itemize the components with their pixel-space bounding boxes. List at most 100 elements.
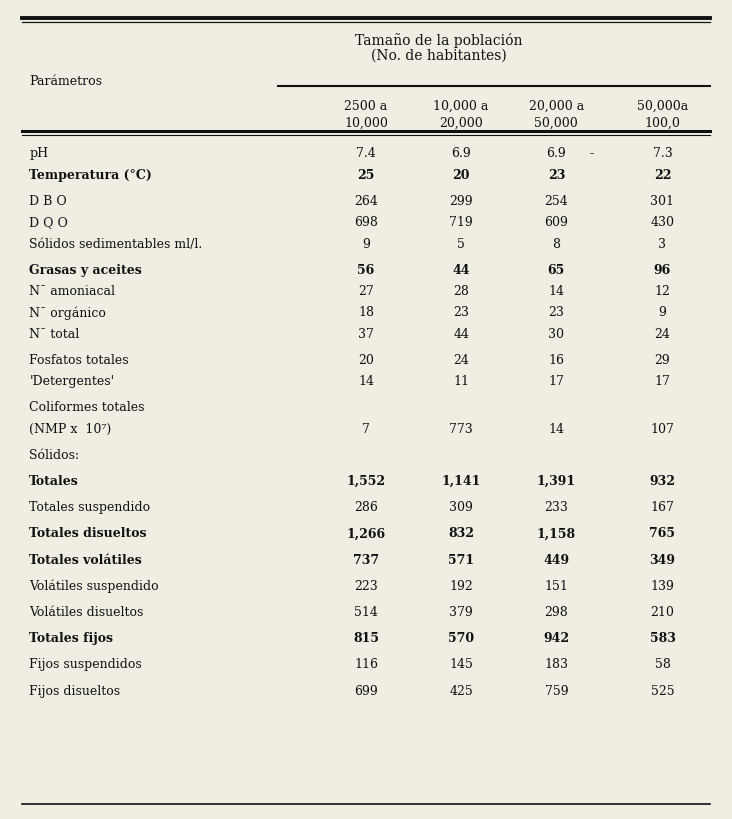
Text: 20,000 a: 20,000 a: [529, 100, 584, 113]
Text: 22: 22: [654, 169, 671, 182]
Text: Volátiles disueltos: Volátiles disueltos: [29, 606, 143, 619]
Text: 151: 151: [545, 580, 568, 593]
Text: Volátiles suspendido: Volátiles suspendido: [29, 580, 159, 593]
Text: 24: 24: [453, 354, 469, 367]
Text: 1,158: 1,158: [537, 527, 576, 541]
Text: 50,000a: 50,000a: [637, 100, 688, 113]
Text: 815: 815: [353, 632, 379, 645]
Text: 570: 570: [448, 632, 474, 645]
Text: 23: 23: [453, 306, 469, 319]
Text: Totales fijos: Totales fijos: [29, 632, 113, 645]
Text: 223: 223: [354, 580, 378, 593]
Text: Grasas y aceites: Grasas y aceites: [29, 264, 142, 277]
Text: 58: 58: [654, 658, 671, 672]
Text: D Q O: D Q O: [29, 216, 68, 229]
Text: 349: 349: [649, 554, 676, 567]
Text: 233: 233: [545, 501, 568, 514]
Text: 11: 11: [453, 375, 469, 388]
Text: 298: 298: [545, 606, 568, 619]
Text: 50,000: 50,000: [534, 116, 578, 129]
Text: 10,000 a: 10,000 a: [433, 100, 489, 113]
Text: 'Detergentes': 'Detergentes': [29, 375, 114, 388]
Text: D B O: D B O: [29, 195, 67, 208]
Text: 6.9: 6.9: [452, 147, 471, 161]
Text: 139: 139: [651, 580, 674, 593]
Text: pH: pH: [29, 147, 48, 161]
Text: 17: 17: [654, 375, 671, 388]
Text: 7.3: 7.3: [653, 147, 672, 161]
Text: 44: 44: [452, 264, 470, 277]
Text: 44: 44: [453, 328, 469, 341]
Text: 609: 609: [545, 216, 568, 229]
Text: 449: 449: [543, 554, 569, 567]
Text: 1,552: 1,552: [346, 475, 386, 488]
Text: 932: 932: [649, 475, 676, 488]
Text: 17: 17: [548, 375, 564, 388]
Text: Fijos disueltos: Fijos disueltos: [29, 685, 120, 698]
Text: 759: 759: [545, 685, 568, 698]
Text: 56: 56: [357, 264, 375, 277]
Text: Temperatura (°C): Temperatura (°C): [29, 169, 152, 182]
Text: 6.9: 6.9: [547, 147, 566, 161]
Text: 765: 765: [649, 527, 676, 541]
Text: 430: 430: [651, 216, 674, 229]
Text: 14: 14: [548, 423, 564, 436]
Text: 7: 7: [362, 423, 370, 436]
Text: 210: 210: [651, 606, 674, 619]
Text: 37: 37: [358, 328, 374, 341]
Text: 737: 737: [353, 554, 379, 567]
Text: 7.4: 7.4: [356, 147, 376, 161]
Text: 100,0: 100,0: [644, 116, 681, 129]
Text: (No. de habitantes): (No. de habitantes): [371, 49, 507, 63]
Text: Totales disueltos: Totales disueltos: [29, 527, 147, 541]
Text: 299: 299: [449, 195, 473, 208]
Text: 1,266: 1,266: [346, 527, 386, 541]
Text: 25: 25: [357, 169, 375, 182]
Text: 24: 24: [654, 328, 671, 341]
Text: 167: 167: [651, 501, 674, 514]
Text: 30: 30: [548, 328, 564, 341]
Text: 425: 425: [449, 685, 473, 698]
Text: 698: 698: [354, 216, 378, 229]
Text: -: -: [589, 147, 594, 161]
Text: 254: 254: [545, 195, 568, 208]
Text: 192: 192: [449, 580, 473, 593]
Text: Fijos suspendidos: Fijos suspendidos: [29, 658, 142, 672]
Text: 65: 65: [548, 264, 565, 277]
Text: 20: 20: [452, 169, 470, 182]
Text: Totales volátiles: Totales volátiles: [29, 554, 142, 567]
Text: N¯ total: N¯ total: [29, 328, 80, 341]
Text: 28: 28: [453, 285, 469, 298]
Text: 8: 8: [553, 238, 560, 251]
Text: 264: 264: [354, 195, 378, 208]
Text: 514: 514: [354, 606, 378, 619]
Text: 301: 301: [651, 195, 674, 208]
Text: 23: 23: [548, 169, 565, 182]
Text: (NMP x  10⁷): (NMP x 10⁷): [29, 423, 111, 436]
Text: 942: 942: [543, 632, 569, 645]
Text: Coliformes totales: Coliformes totales: [29, 401, 145, 414]
Text: 14: 14: [358, 375, 374, 388]
Text: 571: 571: [448, 554, 474, 567]
Text: 14: 14: [548, 285, 564, 298]
Text: 832: 832: [448, 527, 474, 541]
Text: 309: 309: [449, 501, 473, 514]
Text: 9: 9: [659, 306, 666, 319]
Text: 29: 29: [654, 354, 671, 367]
Text: 583: 583: [649, 632, 676, 645]
Text: 20: 20: [358, 354, 374, 367]
Text: 96: 96: [654, 264, 671, 277]
Text: 379: 379: [449, 606, 473, 619]
Text: Tamaño de la población: Tamaño de la población: [356, 33, 523, 48]
Text: 18: 18: [358, 306, 374, 319]
Text: Fosfatos totales: Fosfatos totales: [29, 354, 129, 367]
Text: 699: 699: [354, 685, 378, 698]
Text: 3: 3: [659, 238, 666, 251]
Text: N¯ amoniacal: N¯ amoniacal: [29, 285, 115, 298]
Text: 12: 12: [654, 285, 671, 298]
Text: 145: 145: [449, 658, 473, 672]
Text: Totales suspendido: Totales suspendido: [29, 501, 150, 514]
Text: 23: 23: [548, 306, 564, 319]
Text: 719: 719: [449, 216, 473, 229]
Text: Sólidos:: Sólidos:: [29, 449, 79, 462]
